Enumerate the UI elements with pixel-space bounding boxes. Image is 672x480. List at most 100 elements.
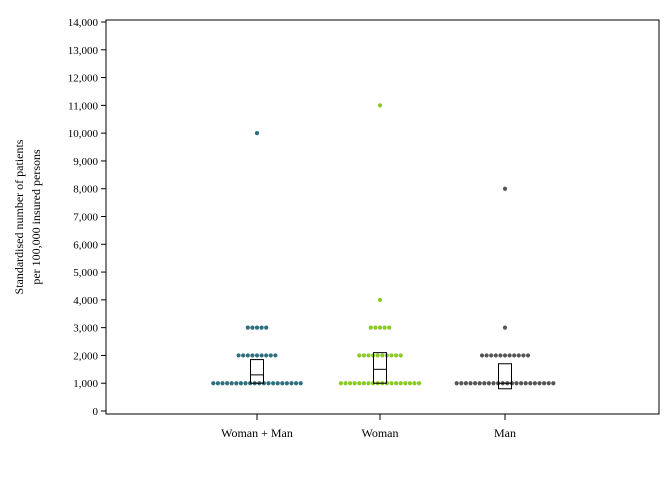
x-axis: Woman + Man Woman Man: [221, 414, 516, 440]
data-point: [220, 381, 225, 386]
data-point: [294, 381, 299, 386]
data-point: [502, 325, 508, 330]
y-tick-label: 6,000: [73, 239, 98, 251]
data-point: [348, 381, 353, 386]
box: [498, 363, 512, 390]
data-point: [373, 325, 378, 330]
y-tick-label: 8,000: [73, 184, 98, 196]
data-point: [380, 353, 385, 358]
data-point: [241, 353, 246, 358]
data-point: [273, 353, 278, 358]
data-point: [357, 381, 362, 386]
data-point: [215, 381, 220, 386]
data-point: [417, 381, 422, 386]
data-point: [268, 353, 273, 358]
data-point: [542, 381, 547, 386]
data-point: [366, 353, 371, 358]
data-point: [491, 381, 496, 386]
data-point: [245, 353, 250, 358]
y-axis: 0 1,000 2,000 3,000 4,000 5,000 6,000 7,000 8,00…: [68, 17, 106, 418]
data-point: [357, 353, 362, 358]
data-point: [493, 353, 498, 358]
data-point: [546, 381, 551, 386]
y-axis-label-line-2: per 100,000 insured persons: [29, 149, 43, 285]
data-point: [519, 381, 524, 386]
data-point: [366, 381, 371, 386]
data-point: [211, 381, 216, 386]
y-tick-label: 2,000: [73, 350, 98, 362]
data-point: [389, 381, 394, 386]
data-point: [352, 381, 357, 386]
data-point: [394, 381, 399, 386]
data-point: [377, 297, 383, 302]
y-tick-label: 0: [93, 406, 99, 418]
y-tick-label: 14,000: [68, 17, 99, 29]
data-point: [486, 381, 491, 386]
data-point: [403, 381, 408, 386]
data-point: [375, 353, 380, 358]
data-point: [338, 381, 343, 386]
data-point: [551, 381, 556, 386]
data-point: [514, 381, 519, 386]
data-point: [507, 353, 512, 358]
data-point: [275, 381, 280, 386]
data-point: [289, 381, 294, 386]
data-point: [512, 353, 517, 358]
data-point: [234, 381, 239, 386]
data-point: [361, 381, 366, 386]
data-point: [532, 381, 538, 386]
y-axis-label: Standardised number of patients per 100,…: [12, 139, 43, 294]
y-tick-label: 11,000: [68, 100, 98, 112]
data-point: [382, 325, 387, 330]
data-point: [250, 325, 255, 330]
data-point: [521, 353, 526, 358]
box: [373, 352, 387, 384]
data-point: [387, 325, 392, 330]
data-point: [377, 103, 383, 108]
data-point: [473, 381, 478, 386]
data-point: [271, 381, 276, 386]
box-series: [250, 352, 512, 390]
x-tick-label: Man: [494, 426, 516, 440]
y-axis-label-line-1: Standardised number of patients: [12, 139, 26, 294]
y-tick-label: 4,000: [73, 295, 98, 307]
data-point: [482, 381, 487, 386]
data-point: [502, 353, 508, 358]
data-point: [259, 353, 264, 358]
data-point: [516, 353, 521, 358]
data-point: [298, 381, 303, 386]
data-point: [537, 381, 542, 386]
y-tick-label: 10,000: [68, 128, 99, 140]
y-tick-label: 13,000: [68, 45, 99, 57]
data-point: [528, 381, 533, 386]
data-point: [523, 381, 528, 386]
data-point: [377, 325, 383, 330]
box: [250, 359, 264, 384]
data-point: [368, 325, 373, 330]
data-point: [407, 381, 412, 386]
data-point: [243, 381, 248, 386]
data-point: [225, 381, 230, 386]
y-tick-label: 5,000: [73, 267, 98, 279]
x-tick-label: Woman + Man: [221, 426, 293, 440]
y-tick-label: 9,000: [73, 156, 98, 168]
data-point: [245, 325, 250, 330]
data-point: [412, 381, 417, 386]
data-point: [484, 353, 489, 358]
data-point: [477, 381, 482, 386]
data-point: [238, 381, 243, 386]
data-point: [264, 353, 269, 358]
data-point: [254, 131, 260, 136]
data-point: [361, 353, 366, 358]
y-tick-label: 1,000: [73, 378, 98, 390]
data-point: [489, 353, 494, 358]
data-point: [264, 325, 269, 330]
data-point: [479, 353, 485, 358]
data-point: [266, 381, 271, 386]
y-tick-label: 7,000: [73, 212, 98, 224]
data-point: [502, 186, 508, 191]
data-point: [468, 381, 473, 386]
dot-series: [211, 103, 556, 386]
data-point: [280, 381, 285, 386]
